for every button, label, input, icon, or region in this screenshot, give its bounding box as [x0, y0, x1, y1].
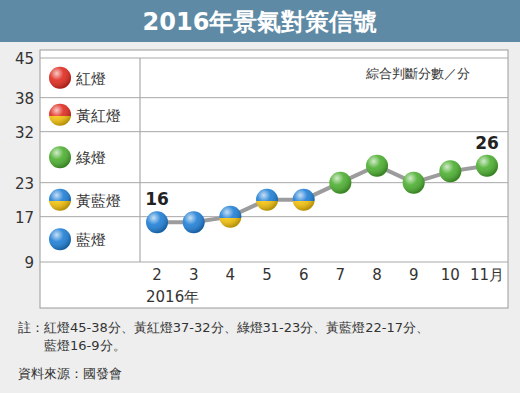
data-point	[476, 155, 498, 177]
ball-shine	[366, 155, 388, 177]
x-tick-label: 8	[372, 266, 382, 284]
ball-shine	[49, 189, 71, 211]
data-point	[293, 189, 315, 211]
x-tick-label: 3	[189, 266, 199, 284]
ball-body	[49, 189, 71, 211]
chart: 2016年景氣對策信號91723323845藍燈黃藍燈綠燈黃紅燈紅燈綜合判斷分數…	[0, 0, 520, 393]
x-tick-label: 11月	[470, 266, 504, 284]
ball-body	[403, 172, 425, 194]
note: 註：紅燈45-38分、黃紅燈37-32分、綠燈31-23分、黃藍燈22-17分、…	[18, 320, 429, 353]
ball-body	[49, 228, 71, 250]
grid-line	[40, 97, 508, 98]
data-point	[329, 172, 351, 194]
grid-line	[40, 216, 508, 217]
ball-shine	[293, 189, 315, 211]
note-line: 藍燈16-9分。	[44, 338, 126, 353]
x-tick-label: 2	[152, 266, 162, 284]
x-tick-label: 6	[299, 266, 309, 284]
annotation: 16	[145, 189, 169, 209]
legend-label: 紅燈	[76, 70, 106, 88]
grid-line	[40, 182, 508, 183]
column-divider	[140, 58, 141, 262]
data-point	[219, 206, 241, 228]
ball-shine	[329, 172, 351, 194]
legend-icon	[49, 189, 71, 211]
ball-body	[366, 155, 388, 177]
x-tick-label: 7	[336, 266, 346, 284]
ball-shine	[49, 228, 71, 250]
legend-label: 藍燈	[76, 231, 106, 249]
subtitle: 綜合判斷分數／分	[365, 66, 470, 81]
series-line	[157, 166, 487, 223]
ball-body	[476, 155, 498, 177]
ball-body	[49, 146, 71, 168]
title: 2016年景氣對策信號	[143, 8, 378, 36]
x-tick-label: 5	[262, 266, 272, 284]
legend-icon	[49, 228, 71, 250]
title-band	[0, 0, 520, 42]
ball-shine	[256, 189, 278, 211]
data-point	[256, 189, 278, 211]
y-tick-label: 23	[15, 175, 34, 193]
grid-line	[40, 58, 508, 59]
y-tick-label: 45	[15, 50, 34, 68]
ball-body	[49, 104, 71, 126]
ball-shine	[439, 160, 461, 182]
grid-line	[40, 262, 508, 263]
y-tick-label: 32	[15, 124, 34, 142]
chart-root: 2016年景氣對策信號91723323845藍燈黃藍燈綠燈黃紅燈紅燈綜合判斷分數…	[0, 0, 520, 393]
note-line: 註：紅燈45-38分、黃紅燈37-32分、綠燈31-23分、黃藍燈22-17分、	[18, 320, 429, 335]
x-tick-label: 10	[441, 266, 460, 284]
grid-line	[40, 131, 508, 132]
legend-label: 綠燈	[75, 149, 106, 167]
ball-body	[183, 211, 205, 233]
y-tick-label: 9	[24, 254, 34, 272]
y-tick-label: 38	[15, 90, 34, 108]
ball-body	[256, 189, 278, 211]
ball-body	[439, 160, 461, 182]
ball-shine	[403, 172, 425, 194]
annotation: 26	[475, 133, 499, 153]
data-point	[146, 211, 168, 233]
ball-shine	[476, 155, 498, 177]
ball-shine	[219, 206, 241, 228]
ball-body	[293, 189, 315, 211]
x-label: 2016年	[146, 288, 199, 306]
ball-shine	[146, 211, 168, 233]
legend-icon	[49, 104, 71, 126]
legend-icon	[49, 146, 71, 168]
legend-label: 黃藍燈	[76, 192, 121, 210]
ball-body	[49, 67, 71, 89]
ball-shine	[49, 67, 71, 89]
ball-body	[329, 172, 351, 194]
data-point	[183, 211, 205, 233]
plot-area	[146, 155, 498, 234]
y-tick-label: 17	[15, 209, 34, 227]
panel	[40, 50, 508, 308]
x-tick-label: 4	[226, 266, 236, 284]
ball-shine	[49, 146, 71, 168]
ball-body	[219, 206, 241, 228]
ball-shine	[49, 104, 71, 126]
ball-shine	[183, 211, 205, 233]
data-point	[366, 155, 388, 177]
legend-icon	[49, 67, 71, 89]
data-point	[439, 160, 461, 182]
data-point	[403, 172, 425, 194]
ball-body	[146, 211, 168, 233]
x-tick-label: 9	[409, 266, 419, 284]
source: 資料來源：國發會	[18, 366, 122, 381]
legend-label: 黃紅燈	[76, 107, 121, 125]
